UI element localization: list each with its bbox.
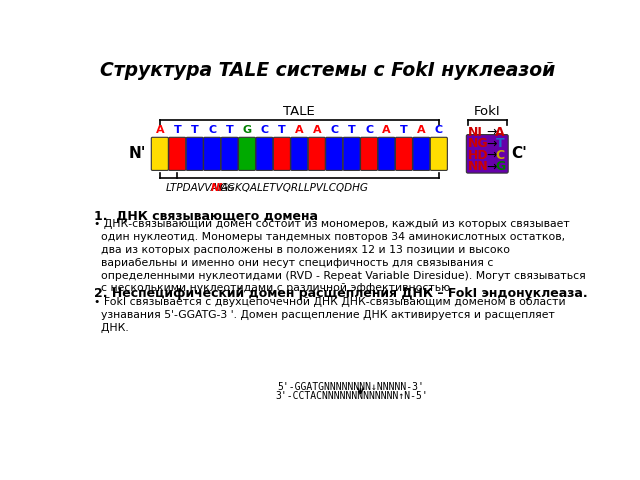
FancyBboxPatch shape — [326, 137, 343, 170]
FancyBboxPatch shape — [308, 137, 325, 170]
Text: T: T — [191, 125, 198, 135]
Text: NI: NI — [467, 126, 483, 139]
Text: A: A — [156, 125, 164, 135]
Text: C': C' — [511, 146, 527, 161]
Text: GGKQALETVQRLLPVLCQDHG: GGKQALETVQRLLPVLCQDHG — [220, 183, 368, 193]
Text: N': N' — [129, 146, 147, 161]
Text: →: → — [486, 149, 497, 162]
Text: →: → — [486, 160, 497, 173]
Text: T: T — [400, 125, 408, 135]
FancyBboxPatch shape — [239, 137, 255, 170]
FancyBboxPatch shape — [360, 137, 378, 170]
Text: • ДНК-связывающий домен состоит из мономеров, каждый из которых связывает
  один: • ДНК-связывающий домен состоит из моном… — [94, 219, 586, 293]
FancyBboxPatch shape — [467, 134, 508, 173]
Text: G: G — [495, 160, 506, 173]
Text: A: A — [417, 125, 426, 135]
Text: A: A — [295, 125, 303, 135]
Text: →: → — [486, 126, 497, 139]
Text: HD: HD — [467, 149, 488, 162]
Text: 5'-GGATGNNNNNNNN↓NNNNN-3': 5'-GGATGNNNNNNNN↓NNNNN-3' — [278, 382, 425, 392]
Text: TALE: TALE — [284, 105, 316, 118]
FancyBboxPatch shape — [186, 137, 204, 170]
FancyBboxPatch shape — [256, 137, 273, 170]
Text: T: T — [226, 125, 234, 135]
FancyBboxPatch shape — [291, 137, 308, 170]
Text: T: T — [173, 125, 181, 135]
Text: G: G — [243, 125, 252, 135]
FancyBboxPatch shape — [413, 137, 430, 170]
Text: • FokI связывается с двухцепочечной ДНК ДНК-связывающим доменом в области
  узна: • FokI связывается с двухцепочечной ДНК … — [94, 297, 566, 333]
Text: →: → — [486, 137, 497, 150]
FancyBboxPatch shape — [396, 137, 412, 170]
Text: A: A — [495, 126, 505, 139]
FancyBboxPatch shape — [221, 137, 238, 170]
FancyBboxPatch shape — [273, 137, 291, 170]
FancyBboxPatch shape — [204, 137, 221, 170]
Text: C: C — [260, 125, 269, 135]
Text: A: A — [382, 125, 391, 135]
Text: NG: NG — [467, 137, 488, 150]
Text: C: C — [365, 125, 373, 135]
Text: C: C — [330, 125, 339, 135]
Text: T: T — [495, 137, 504, 150]
Text: LTPDAVVAIAs: LTPDAVVAIAs — [166, 183, 234, 193]
FancyBboxPatch shape — [378, 137, 395, 170]
Text: A: A — [312, 125, 321, 135]
Text: NI: NI — [211, 183, 224, 193]
Text: T: T — [278, 125, 286, 135]
Text: Структура TALE системы с FokI нуклеазой: Структура TALE системы с FokI нуклеазой — [100, 60, 556, 80]
FancyBboxPatch shape — [151, 137, 168, 170]
Text: T: T — [348, 125, 355, 135]
Text: 1.  ДНК связывающего домена: 1. ДНК связывающего домена — [94, 209, 318, 222]
Text: C: C — [435, 125, 443, 135]
Text: NN: NN — [467, 160, 488, 173]
FancyBboxPatch shape — [169, 137, 186, 170]
Text: FokI: FokI — [474, 105, 500, 118]
Text: 3'-CCTACNNNNNNNNNNNNN↑N-5': 3'-CCTACNNNNNNNNNNNNN↑N-5' — [275, 391, 428, 401]
Text: C: C — [495, 149, 504, 162]
Text: 2. Неспецифический домен расщепления ДНК – FokI эндонуклеаза.: 2. Неспецифический домен расщепления ДНК… — [94, 287, 588, 300]
FancyBboxPatch shape — [430, 137, 447, 170]
FancyBboxPatch shape — [343, 137, 360, 170]
Text: C: C — [208, 125, 216, 135]
